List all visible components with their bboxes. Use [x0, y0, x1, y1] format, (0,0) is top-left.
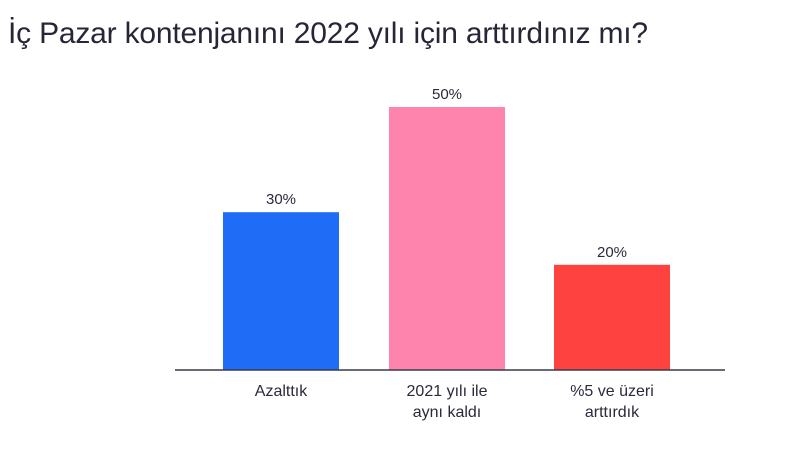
value-label-3: 20%	[597, 244, 627, 261]
category-label-line: aynı kaldı	[413, 404, 481, 421]
bars-group	[223, 107, 670, 370]
value-labels-group: 30% 50% 20%	[266, 86, 627, 261]
value-label-2: 50%	[432, 86, 462, 103]
category-labels-group: Azalttık 2021 yılı ile aynı kaldı %5 ve üze…	[255, 383, 654, 421]
category-label-line: %5 ve üzeri	[570, 383, 654, 400]
bar-2	[389, 107, 505, 370]
value-label-1: 30%	[266, 191, 296, 208]
category-label-2: 2021 yılı ile aynı kaldı	[407, 383, 488, 421]
category-label-line: 2021 yılı ile	[407, 383, 488, 400]
bar-3	[554, 264, 670, 370]
category-label-line: Azalttık	[255, 383, 308, 400]
category-label-1: Azalttık	[255, 383, 308, 400]
chart-title: İç Pazar kontenjanını 2022 yılı için art…	[8, 17, 648, 50]
bar-1	[223, 212, 339, 370]
category-label-line: arttırdık	[585, 404, 640, 421]
category-label-3: %5 ve üzeri arttırdık	[570, 383, 654, 421]
